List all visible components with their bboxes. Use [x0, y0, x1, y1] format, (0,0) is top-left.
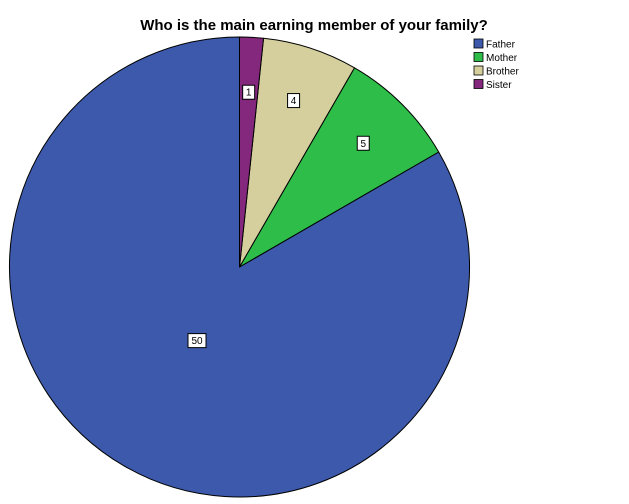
- pie-slice-mother: [239, 67, 440, 268]
- data-labels: 50 5 4 1: [187, 84, 370, 349]
- legend-item-mother: Mother: [473, 52, 518, 64]
- data-label-father: 50: [187, 333, 207, 349]
- pie-slices: [9, 36, 470, 498]
- legend-item-brother: Brother: [473, 65, 519, 78]
- legend-item-father: Father: [473, 38, 516, 51]
- legend-label-mother: Mother: [486, 53, 518, 64]
- data-label-mother: 5: [356, 135, 370, 151]
- chart-title: Who is the main earning member of your f…: [140, 17, 488, 34]
- legend-swatch-mother: [473, 52, 484, 62]
- data-label-box: [187, 333, 207, 349]
- legend: Father Mother Brother Sister: [473, 38, 519, 91]
- legend-item-sister: Sister: [473, 79, 512, 91]
- data-label-sister: 1: [242, 84, 256, 100]
- legend-swatch-father: [473, 38, 484, 49]
- data-label-brother: 4: [287, 93, 301, 109]
- data-label-text: 1: [246, 88, 252, 99]
- data-label-box: [287, 93, 301, 109]
- data-label-text: 4: [291, 96, 297, 107]
- data-label-box: [356, 135, 370, 151]
- legend-label-sister: Sister: [486, 80, 512, 91]
- data-label-box: [242, 84, 256, 100]
- legend-swatch-brother: [473, 65, 484, 76]
- legend-label-brother: Brother: [486, 67, 519, 78]
- data-label-text: 50: [191, 336, 203, 347]
- data-label-text: 5: [360, 139, 366, 150]
- legend-swatch-sister: [473, 79, 484, 89]
- legend-label-father: Father: [486, 40, 516, 51]
